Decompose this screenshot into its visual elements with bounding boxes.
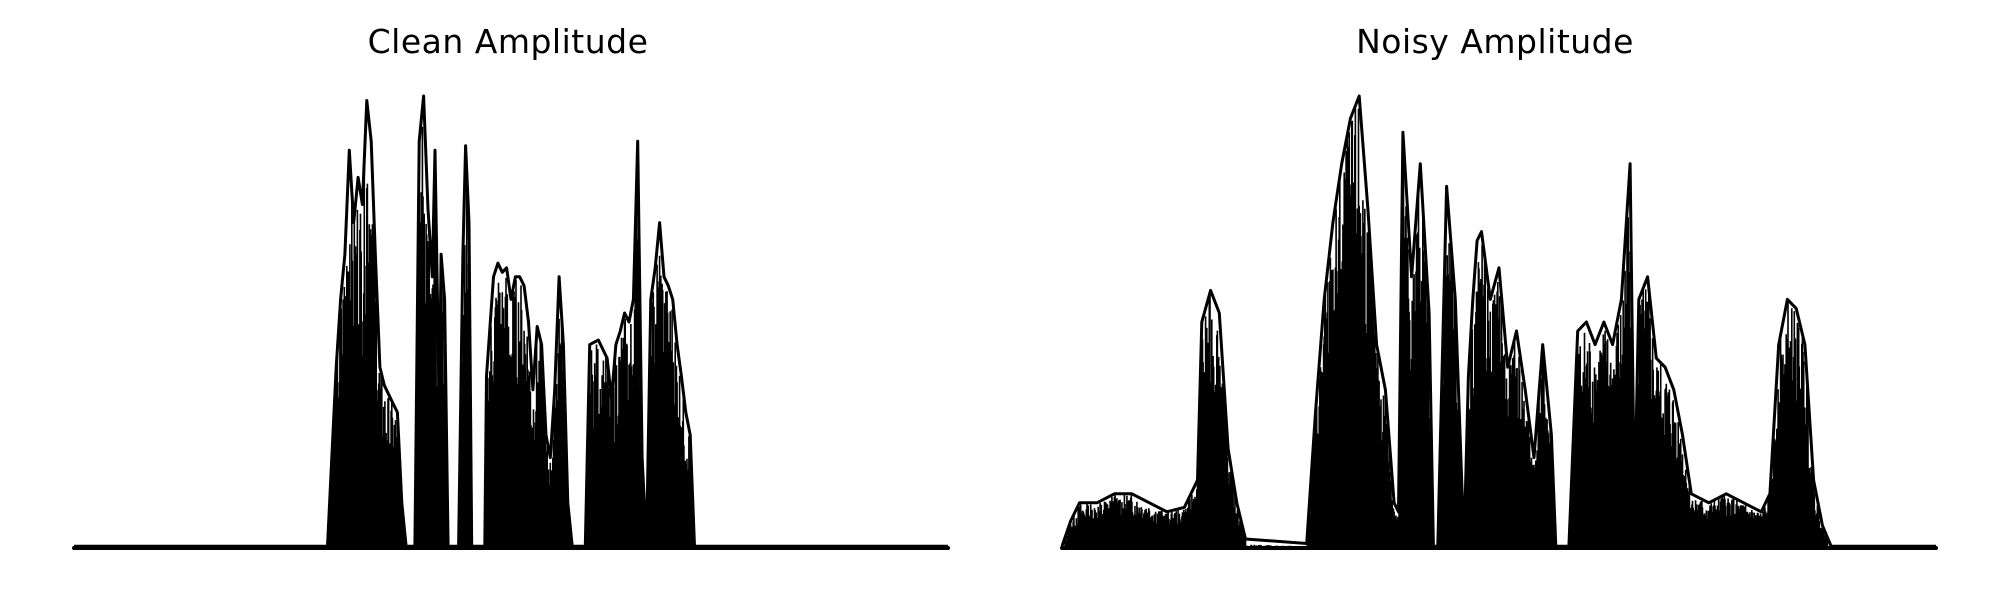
amplitude-envelope-line: [1060, 94, 1936, 548]
noisy-amplitude-panel: Noisy Amplitude: [990, 0, 2000, 600]
amplitude-waveform: [1061, 106, 1937, 548]
amplitude-envelope-line: [74, 94, 948, 548]
clean-amplitude-panel: Clean Amplitude: [0, 0, 990, 600]
amplitude-waveform: [73, 126, 949, 548]
chart-title: Noisy Amplitude: [1356, 22, 1634, 61]
chart-title: Clean Amplitude: [367, 22, 649, 61]
clean-amplitude-plot: [72, 94, 950, 550]
noisy-amplitude-plot: [1060, 94, 1938, 550]
